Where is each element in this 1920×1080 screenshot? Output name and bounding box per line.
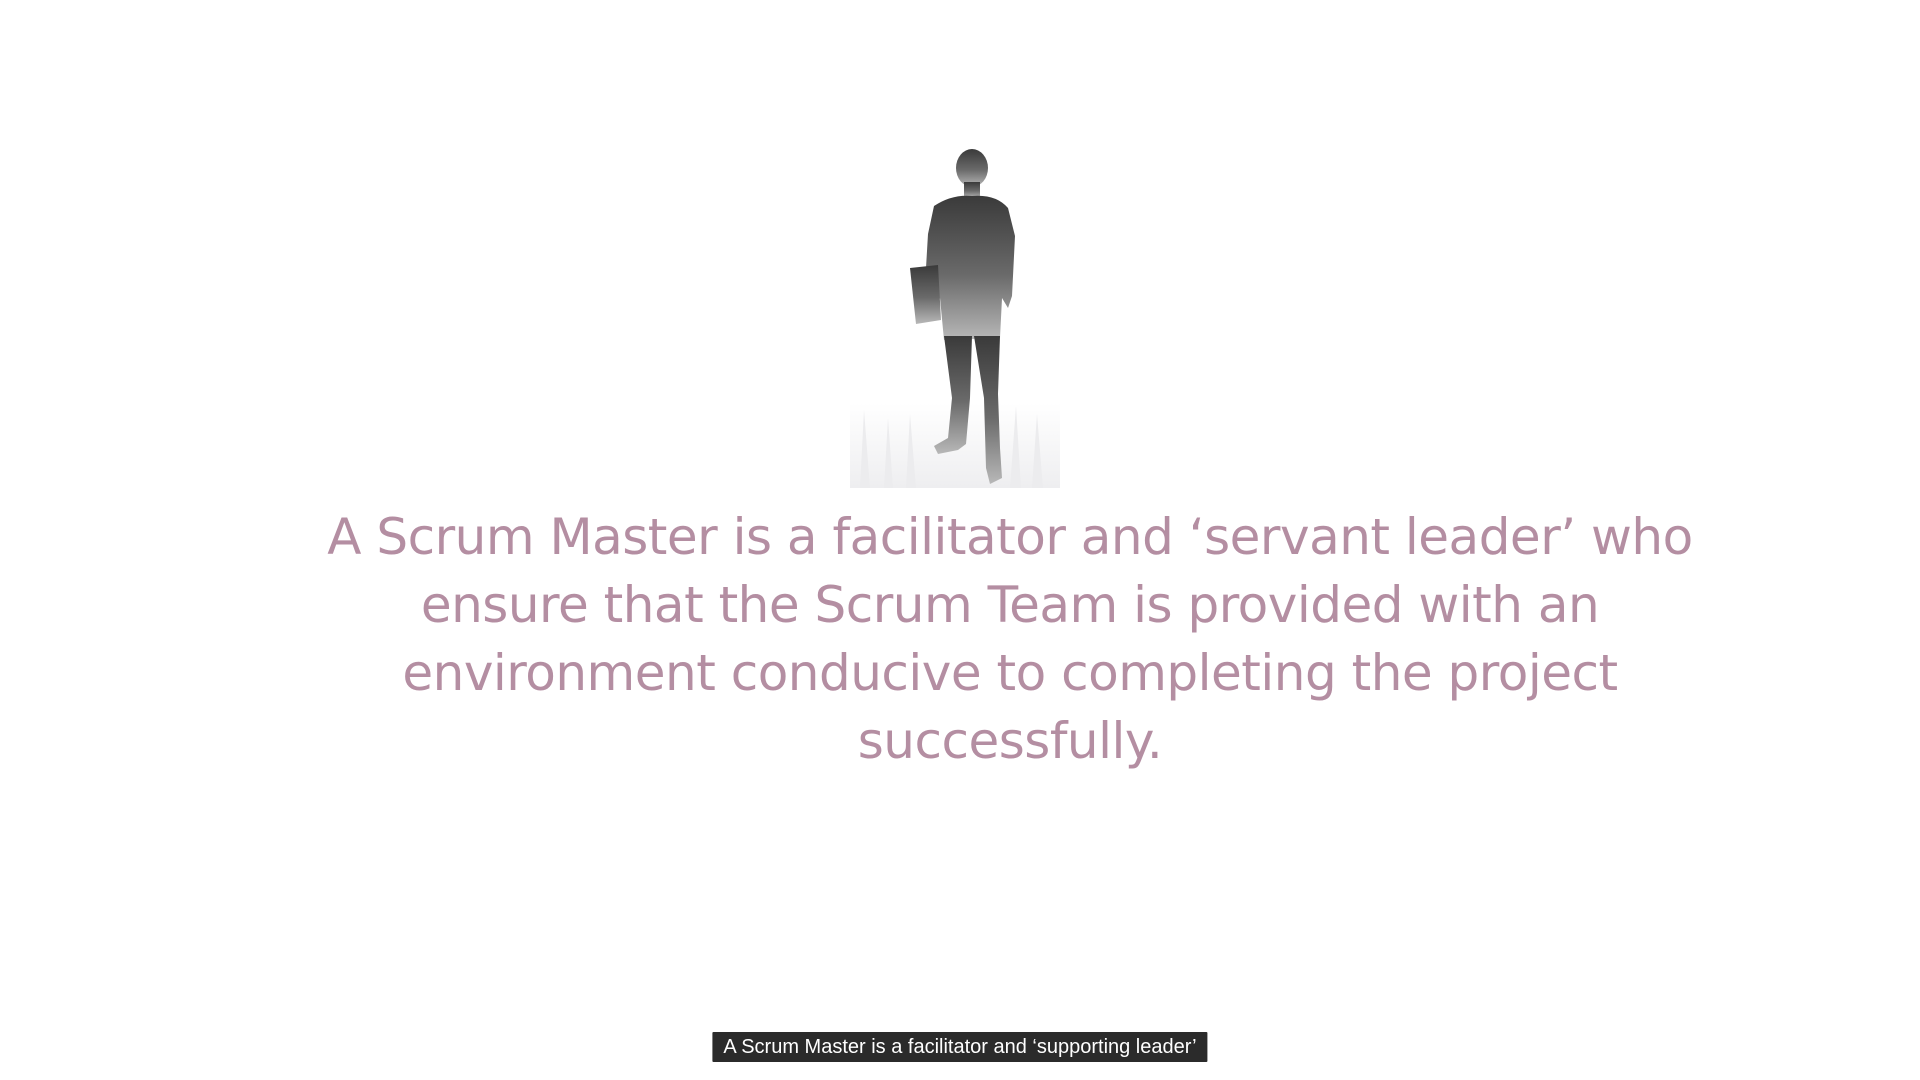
subtitle-caption: A Scrum Master is a facilitator and ‘sup… bbox=[712, 1032, 1208, 1062]
slide-statement: A Scrum Master is a facilitator and ‘ser… bbox=[327, 508, 1693, 770]
person-silhouette-icon bbox=[840, 148, 1080, 488]
